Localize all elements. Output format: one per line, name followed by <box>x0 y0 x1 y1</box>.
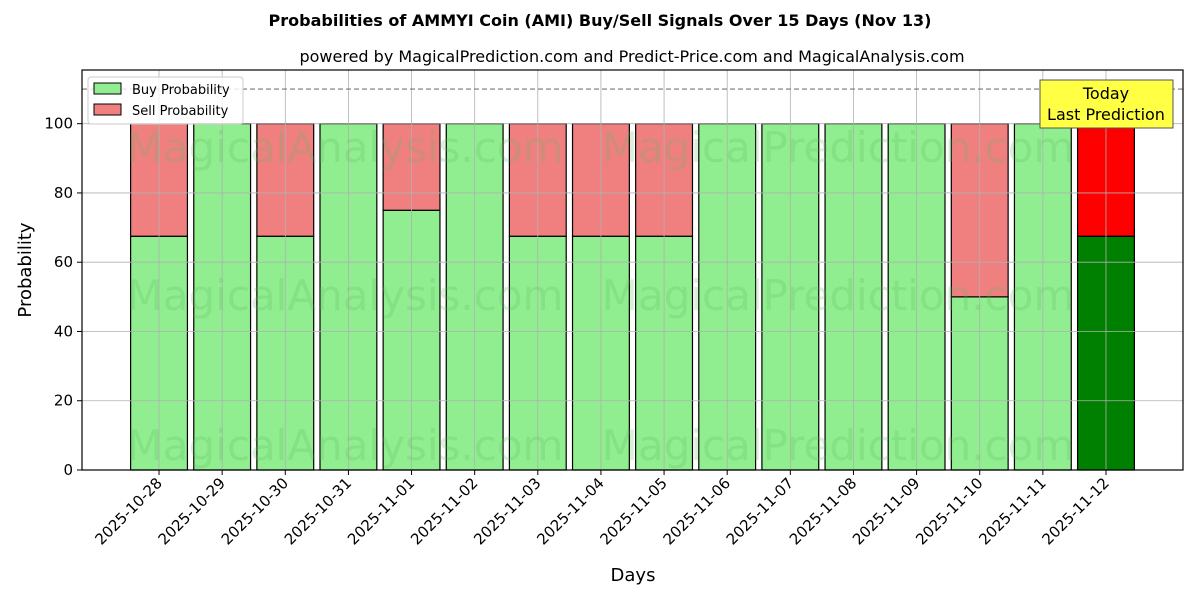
y-tick-label: 100 <box>44 115 73 133</box>
y-tick-label: 20 <box>54 392 73 410</box>
x-tick-label: 2025-11-04 <box>533 474 607 548</box>
x-tick-label: 2025-11-02 <box>407 474 481 548</box>
x-tick-label: 2025-10-31 <box>281 474 355 548</box>
chart-subtitle: powered by MagicalPrediction.com and Pre… <box>299 47 964 66</box>
svg-text:Today: Today <box>1082 84 1129 103</box>
watermark: MagicalAnalysis.com <box>127 123 564 172</box>
x-axis-label: Days <box>611 565 656 586</box>
x-tick-label: 2025-10-30 <box>218 474 292 548</box>
x-tick-label: 2025-10-29 <box>155 474 229 548</box>
x-tick-label: 2025-11-12 <box>1038 474 1112 548</box>
legend-label-buy: Buy Probability <box>132 83 230 98</box>
x-tick-label: 2025-11-01 <box>344 474 418 548</box>
watermark: MagicalAnalysis.com <box>127 271 564 320</box>
x-tick-label: 2025-11-03 <box>470 474 544 548</box>
x-tick-label: 2025-11-09 <box>849 474 923 548</box>
legend-swatch-sell <box>93 103 122 116</box>
watermark: MagicalPrediction.com <box>602 271 1075 320</box>
axes-frame <box>81 69 1184 471</box>
chart-title: Probabilities of AMMYI Coin (AMI) Buy/Se… <box>269 11 932 30</box>
x-tick-label: 2025-10-28 <box>91 474 165 548</box>
x-tick-label: 2025-11-08 <box>786 474 860 548</box>
x-tick-label: 2025-11-06 <box>660 474 734 548</box>
x-tick-label: 2025-11-07 <box>723 474 797 548</box>
watermark: MagicalPrediction.com <box>602 421 1075 470</box>
y-axis-label: Probability <box>15 222 36 317</box>
legend: Buy Probability Sell Probability <box>87 76 244 125</box>
x-tick-label: 2025-11-11 <box>975 474 1049 548</box>
legend-label-sell: Sell Probability <box>132 104 229 119</box>
watermark: MagicalAnalysis.com <box>127 421 564 470</box>
y-tick-label: 80 <box>54 184 73 202</box>
today-annotation: Today Last Prediction <box>1039 79 1174 129</box>
watermark: MagicalPrediction.com <box>602 123 1075 172</box>
y-tick-label: 0 <box>63 461 73 479</box>
svg-text:Last Prediction: Last Prediction <box>1047 105 1165 124</box>
y-tick-label: 60 <box>54 253 73 271</box>
x-tick-label: 2025-11-05 <box>597 474 671 548</box>
y-tick-label: 40 <box>54 322 73 340</box>
legend-swatch-buy <box>93 82 122 95</box>
x-tick-label: 2025-11-10 <box>912 474 986 548</box>
